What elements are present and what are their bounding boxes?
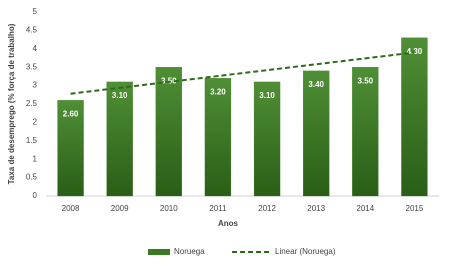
legend-swatch: [148, 249, 170, 255]
bar: [303, 70, 330, 197]
y-tick-label: 4: [33, 44, 38, 53]
y-axis-title: Taxa de desemprego (% força de trabalho): [7, 23, 16, 184]
y-tick-label: 3: [33, 81, 38, 90]
y-tick-label: 1: [33, 154, 38, 163]
y-tick-label: 3.5: [26, 62, 38, 71]
bar: [106, 81, 133, 197]
y-tick-label: 0: [33, 191, 38, 200]
x-tick-label: 2009: [111, 204, 129, 213]
value-label: 3.20: [210, 87, 226, 96]
x-tick-label: 2010: [160, 204, 178, 213]
bar: [204, 78, 232, 197]
bar: [155, 67, 182, 197]
y-tick-label: 1.5: [26, 136, 38, 145]
value-label: 4.30: [407, 47, 423, 56]
value-label: 2.60: [63, 109, 79, 118]
x-tick-label: 2014: [356, 204, 374, 213]
y-tick-label: 0.5: [26, 173, 38, 182]
bar: [253, 81, 281, 197]
value-label: 3.10: [112, 91, 128, 100]
x-axis-title: Anos: [218, 219, 239, 228]
bar: [401, 37, 428, 197]
y-tick-label: 2: [33, 118, 38, 127]
value-label: 3.10: [259, 91, 275, 100]
legend-label: Noruega: [174, 247, 205, 256]
x-tick-label: 2011: [209, 204, 227, 213]
x-tick-label: 2013: [307, 204, 325, 213]
y-tick-label: 4.5: [26, 26, 38, 35]
value-label: 3.50: [161, 76, 177, 85]
x-tick-label: 2015: [406, 204, 424, 213]
y-tick-label: 5: [33, 7, 38, 16]
value-label: 3.40: [308, 80, 324, 89]
x-tick-label: 2008: [62, 204, 80, 213]
bar: [57, 100, 84, 197]
x-tick-label: 2012: [258, 204, 276, 213]
trend-line: [70, 51, 415, 95]
value-label: 3.50: [358, 76, 374, 85]
bar: [352, 67, 379, 197]
y-tick-label: 2.5: [26, 99, 38, 108]
legend-label: Linear (Noruega): [275, 247, 336, 256]
